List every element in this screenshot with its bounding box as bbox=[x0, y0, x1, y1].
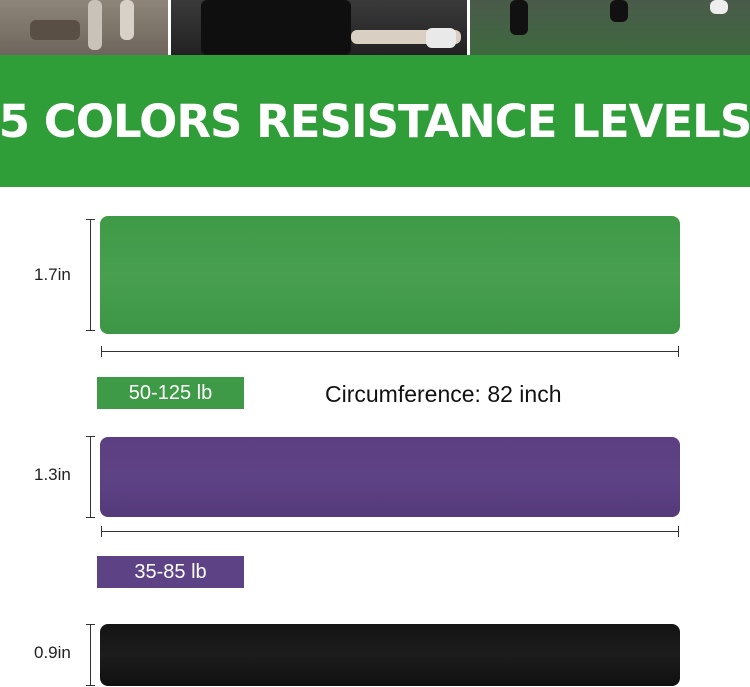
exercise-photo-right bbox=[470, 0, 750, 55]
green-band-height-marker bbox=[86, 219, 95, 331]
purple-resistance-band bbox=[100, 437, 680, 517]
purple-band-height-marker bbox=[86, 436, 95, 518]
photo-strip bbox=[0, 0, 750, 55]
banner-title: 5 COLORS RESISTANCE LEVELS bbox=[0, 94, 750, 148]
circumference-label: Circumference: 82 inch bbox=[325, 381, 562, 407]
exercise-photo-center bbox=[168, 0, 470, 55]
green-band-width-label: 1.7in bbox=[34, 265, 71, 284]
green-resistance-tag: 50-125 lb bbox=[97, 377, 244, 409]
purple-band-width-label: 1.3in bbox=[34, 465, 71, 484]
black-resistance-band bbox=[100, 624, 680, 686]
title-banner: 5 COLORS RESISTANCE LEVELS bbox=[0, 55, 750, 187]
green-resistance-band bbox=[100, 216, 680, 334]
green-band-length-marker bbox=[101, 346, 679, 357]
black-band-width-label: 0.9in bbox=[34, 643, 71, 662]
black-band-height-marker bbox=[86, 624, 95, 686]
exercise-photo-left bbox=[0, 0, 168, 55]
purple-resistance-tag: 35-85 lb bbox=[97, 556, 244, 588]
purple-band-length-marker bbox=[101, 526, 679, 537]
